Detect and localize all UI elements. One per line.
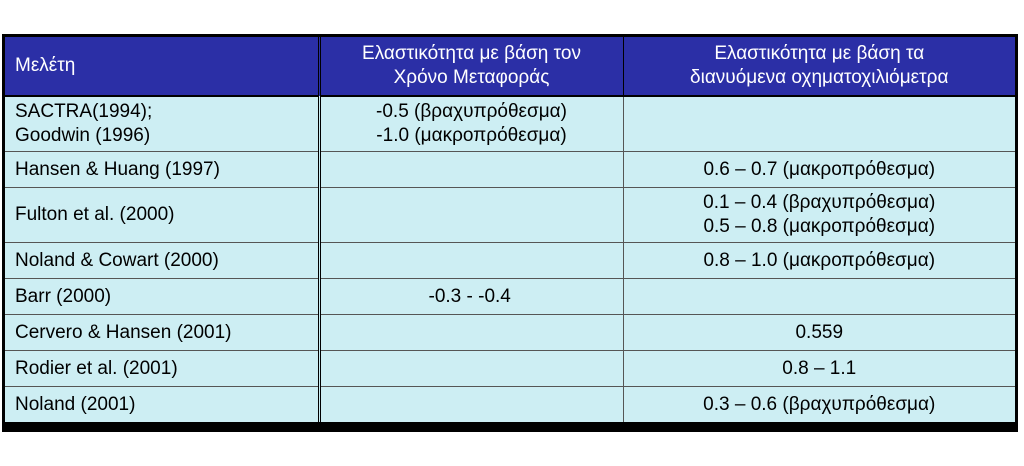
vkm-value: 0.1 – 0.4 (βραχυπρόθεσμα) <box>703 192 936 213</box>
study-line: Fulton et al. (2000) <box>15 204 175 225</box>
time-elasticity-cell <box>319 314 624 351</box>
table-row: Noland (2001) 0.3 – 0.6 (βραχυπρόθεσμα) <box>5 386 1015 422</box>
study-cell: SACTRA(1994); Goodwin (1996) <box>5 96 321 152</box>
header-vkm-line-1: Ελαστικότητα με βάση τα <box>714 43 925 64</box>
vkm-elasticity-cell: 0.8 – 1.0 (μακροπρόθεσμα) <box>623 242 1015 279</box>
vkm-elasticity-cell: 0.6 – 0.7 (μακροπρόθεσμα) <box>623 151 1015 188</box>
elasticity-table: Μελέτη Ελαστικότητα με βάση τον Χρόνο Με… <box>5 37 1015 422</box>
table-row: Noland & Cowart (2000) 0.8 – 1.0 (μακροπ… <box>5 242 1015 279</box>
study-cell: Noland (2001) <box>5 386 321 422</box>
vkm-elasticity-cell: 0.8 – 1.1 <box>623 350 1015 387</box>
vkm-value: 0.5 – 0.8 (μακροπρόθεσμα) <box>703 216 936 237</box>
vkm-elasticity-cell: 0.559 <box>623 314 1015 351</box>
table-row: Hansen & Huang (1997) 0.6 – 0.7 (μακροπρ… <box>5 151 1015 188</box>
vkm-elasticity-cell <box>623 278 1015 315</box>
study-cell: Noland & Cowart (2000) <box>5 242 321 279</box>
header-study: Μελέτη <box>5 37 321 97</box>
time-elasticity-cell <box>319 386 624 422</box>
table-row: Rodier et al. (2001) 0.8 – 1.1 <box>5 350 1015 387</box>
study-line: Goodwin (1996) <box>15 125 151 146</box>
header-vkm-elasticity: Ελαστικότητα με βάση τα διανυόμενα οχημα… <box>623 37 1015 97</box>
time-elasticity-cell <box>319 350 624 387</box>
vkm-value: 0.8 – 1.0 (μακροπρόθεσμα) <box>703 249 936 271</box>
study-line: Cervero & Hansen (2001) <box>15 321 232 343</box>
time-value: -0.3 - -0.4 <box>428 285 511 307</box>
vkm-value: 0.559 <box>795 321 844 343</box>
header-time-elasticity: Ελαστικότητα με βάση τον Χρόνο Μεταφοράς <box>319 37 624 97</box>
header-time-line-2: Χρόνο Μεταφοράς <box>393 67 550 88</box>
study-line: Rodier et al. (2001) <box>15 357 178 379</box>
study-line: Barr (2000) <box>15 285 112 307</box>
header-vkm-line-2: διανυόμενα οχηματοχιλιόμετρα <box>690 67 949 88</box>
table-row: Fulton et al. (2000) 0.1 – 0.4 (βραχυπρό… <box>5 187 1015 243</box>
study-line: Hansen & Huang (1997) <box>15 158 220 180</box>
time-elasticity-cell: -0.3 - -0.4 <box>319 278 624 315</box>
study-cell: Barr (2000) <box>5 278 321 315</box>
time-value: -0.5 (βραχυπρόθεσμα) <box>376 101 567 122</box>
study-line: SACTRA(1994); <box>15 101 153 122</box>
vkm-value: 0.8 – 1.1 <box>782 357 857 379</box>
table-row: SACTRA(1994); Goodwin (1996) -0.5 (βραχυ… <box>5 96 1015 152</box>
header-row: Μελέτη Ελαστικότητα με βάση τον Χρόνο Με… <box>5 37 1015 97</box>
time-elasticity-cell: -0.5 (βραχυπρόθεσμα) -1.0 (μακροπρόθεσμα… <box>319 96 624 152</box>
vkm-elasticity-cell: 0.3 – 0.6 (βραχυπρόθεσμα) <box>623 386 1015 422</box>
vkm-value: 0.6 – 0.7 (μακροπρόθεσμα) <box>703 158 936 180</box>
study-cell: Fulton et al. (2000) <box>5 187 321 243</box>
study-line: Noland & Cowart (2000) <box>15 249 219 271</box>
study-cell: Rodier et al. (2001) <box>5 350 321 387</box>
vkm-elasticity-cell: 0.1 – 0.4 (βραχυπρόθεσμα) 0.5 – 0.8 (μακ… <box>623 187 1015 243</box>
time-elasticity-cell <box>319 242 624 279</box>
time-elasticity-cell <box>319 187 624 243</box>
table-row: Barr (2000) -0.3 - -0.4 <box>5 278 1015 315</box>
table-row: Cervero & Hansen (2001) 0.559 <box>5 314 1015 351</box>
study-line: Noland (2001) <box>15 393 136 415</box>
vkm-value: 0.3 – 0.6 (βραχυπρόθεσμα) <box>703 393 936 415</box>
header-time-line-1: Ελαστικότητα με βάση τον <box>362 43 581 64</box>
vkm-elasticity-cell <box>623 96 1015 152</box>
time-elasticity-cell <box>319 151 624 188</box>
time-value: -1.0 (μακροπρόθεσμα) <box>376 125 567 146</box>
study-cell: Hansen & Huang (1997) <box>5 151 321 188</box>
study-cell: Cervero & Hansen (2001) <box>5 314 321 351</box>
